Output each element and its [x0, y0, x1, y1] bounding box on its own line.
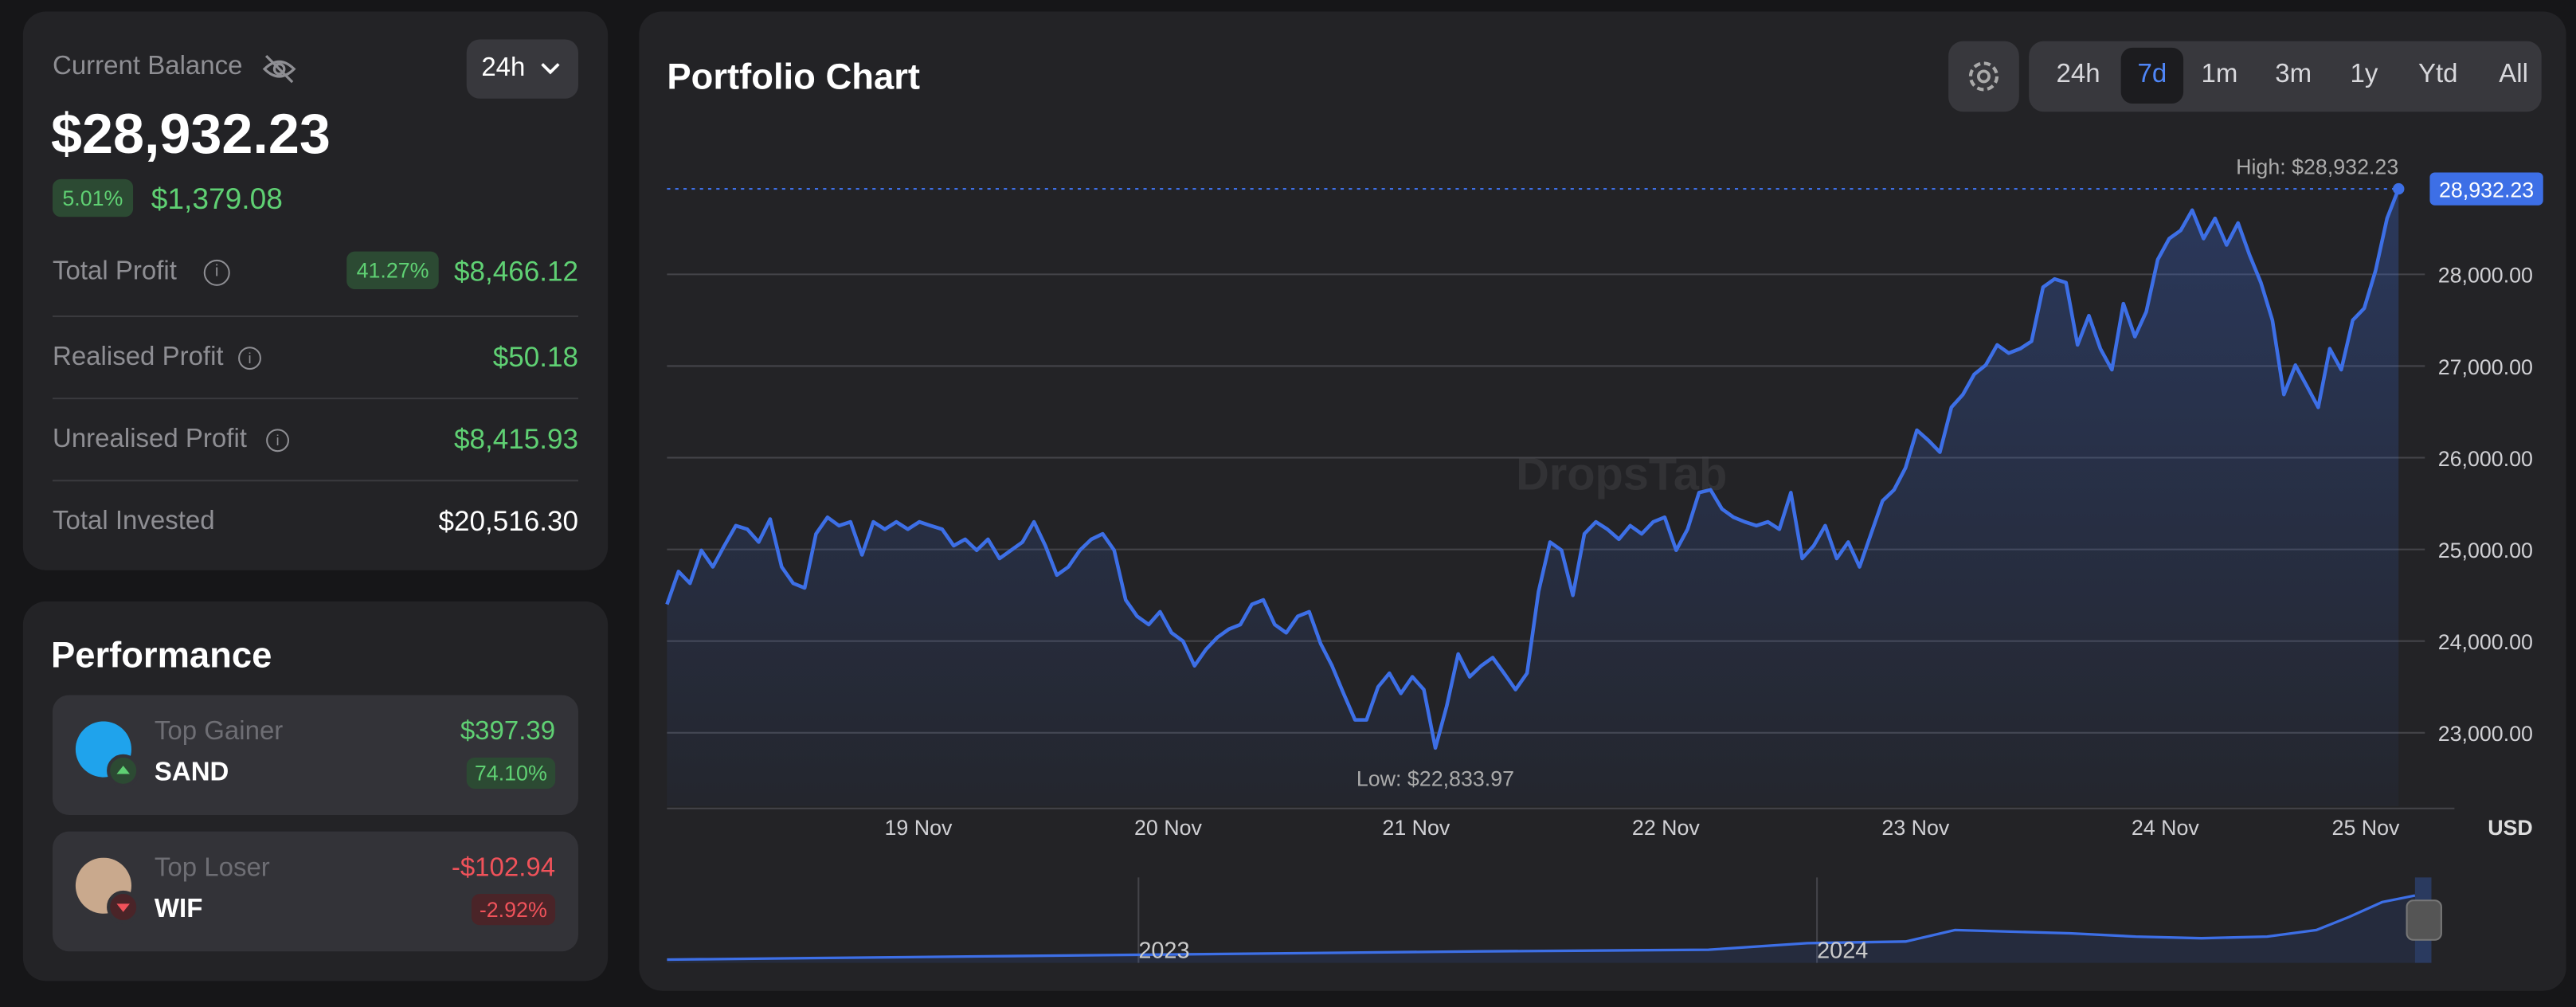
item-value: $397.39 [460, 718, 556, 746]
y-tick-label: 26,000.00 [2438, 447, 2533, 471]
item-symbol: WIF [154, 895, 203, 924]
x-tick-label: 25 Nov [2332, 816, 2401, 840]
item-role: Top Loser [154, 854, 270, 883]
item-pct: -2.92% [471, 894, 556, 926]
item-value: -$102.94 [451, 854, 556, 883]
balance-label: Current Balance [53, 53, 243, 81]
navigator-label: 2024 [1817, 938, 1868, 963]
change-value: $1,379.08 [151, 182, 283, 216]
y-tick-label: 25,000.00 [2438, 539, 2533, 562]
range-button[interactable]: All [2499, 61, 2528, 89]
currency-label: USD [2488, 816, 2533, 840]
info-icon[interactable]: i [203, 259, 230, 286]
chevron [541, 63, 560, 75]
info-icon[interactable]: i [266, 429, 289, 453]
range-dropdown[interactable]: 24h [466, 39, 578, 99]
hide-icon[interactable] [261, 53, 297, 85]
balance-card: Current Balance 24h $28,932.23 5.01% $1,… [22, 11, 609, 570]
x-tick-label: 19 Nov [884, 816, 953, 840]
item-pct: 74.10% [466, 757, 556, 789]
balance-amount: $28,932.23 [50, 103, 331, 167]
navigator-line [667, 894, 2416, 962]
info-icon[interactable]: i [238, 347, 261, 370]
performance-item[interactable]: Top Gainer SAND $397.39 74.10% [53, 695, 578, 815]
row-value: $8,415.93 [453, 424, 578, 456]
low-label: Low: $22,833.97 [1357, 766, 1514, 790]
range-button[interactable]: 7d [2120, 47, 2184, 104]
token-icon [75, 721, 140, 787]
settings-button[interactable] [1948, 41, 2019, 112]
navigator-area [667, 895, 2415, 963]
trend-arrow [116, 903, 130, 912]
y-tick-label: 24,000.00 [2438, 630, 2533, 654]
line [665, 188, 2401, 750]
divider [53, 480, 578, 482]
trend-arrow [116, 766, 130, 774]
row-badge: 41.27% [346, 251, 439, 289]
range-button[interactable]: 24h [2056, 61, 2100, 89]
y-tick-label: 27,000.00 [2438, 355, 2533, 379]
gear-icon [1968, 61, 1999, 92]
x-tick-label: 23 Nov [1881, 816, 1950, 840]
x-tick-label: 22 Nov [1632, 816, 1701, 840]
divider [53, 398, 578, 400]
navigator: 2023 2024 [667, 877, 2442, 963]
row-label: Realised Profit [53, 343, 224, 372]
performance-card: Performance Top Gainer SAND $397.39 74.10% T… [22, 601, 609, 982]
token-icon [75, 857, 140, 924]
high-label: High: $28,932.23 [2236, 155, 2398, 179]
chart-title: Portfolio Chart [667, 56, 920, 97]
divider [53, 315, 578, 318]
area [667, 188, 2399, 806]
row-value: $50.18 [492, 342, 578, 374]
y-tick-label: 28,000.00 [2438, 264, 2533, 288]
row-value: $20,516.30 [438, 506, 578, 538]
y-tick-label: 23,000.00 [2438, 722, 2533, 746]
last-label-box [2429, 172, 2543, 206]
row-label: Total Invested [53, 507, 215, 536]
row-label: Unrealised Profit [53, 425, 247, 454]
range-button[interactable]: Ytd [2417, 61, 2458, 89]
x-tick-label: 21 Nov [1382, 816, 1450, 840]
range-toolbar: 24h 7d 1m 3m 1y Ytd All [2029, 41, 2542, 112]
item-role: Top Gainer [154, 718, 284, 746]
row-value: $8,466.12 [453, 256, 578, 288]
item-symbol: SAND [154, 758, 229, 787]
x-tick-label: 20 Nov [1134, 816, 1203, 840]
row-label: Total Profit [53, 257, 177, 286]
range-button[interactable]: 3m [2275, 61, 2312, 89]
last-label: 28,932.23 [2439, 178, 2534, 202]
range-button[interactable]: 1m [2201, 61, 2238, 89]
range-value: 24h [481, 54, 526, 83]
change-pct: 5.01% [53, 178, 133, 217]
navigator-label: 2023 [1138, 938, 1189, 963]
plot: 23,000.00 24,000.00 25,000.00 26,000.00 27,0… [665, 155, 2543, 840]
watermark: DropsTab [1516, 449, 1727, 500]
last-point [2393, 182, 2405, 195]
navigator-handle[interactable] [2406, 899, 2442, 941]
performance-item[interactable]: Top Loser WIF -$102.94 -2.92% [53, 831, 578, 952]
range-button[interactable]: 1y [2350, 61, 2378, 89]
performance-title: Performance [50, 634, 272, 676]
x-tick-label: 24 Nov [2132, 816, 2200, 840]
